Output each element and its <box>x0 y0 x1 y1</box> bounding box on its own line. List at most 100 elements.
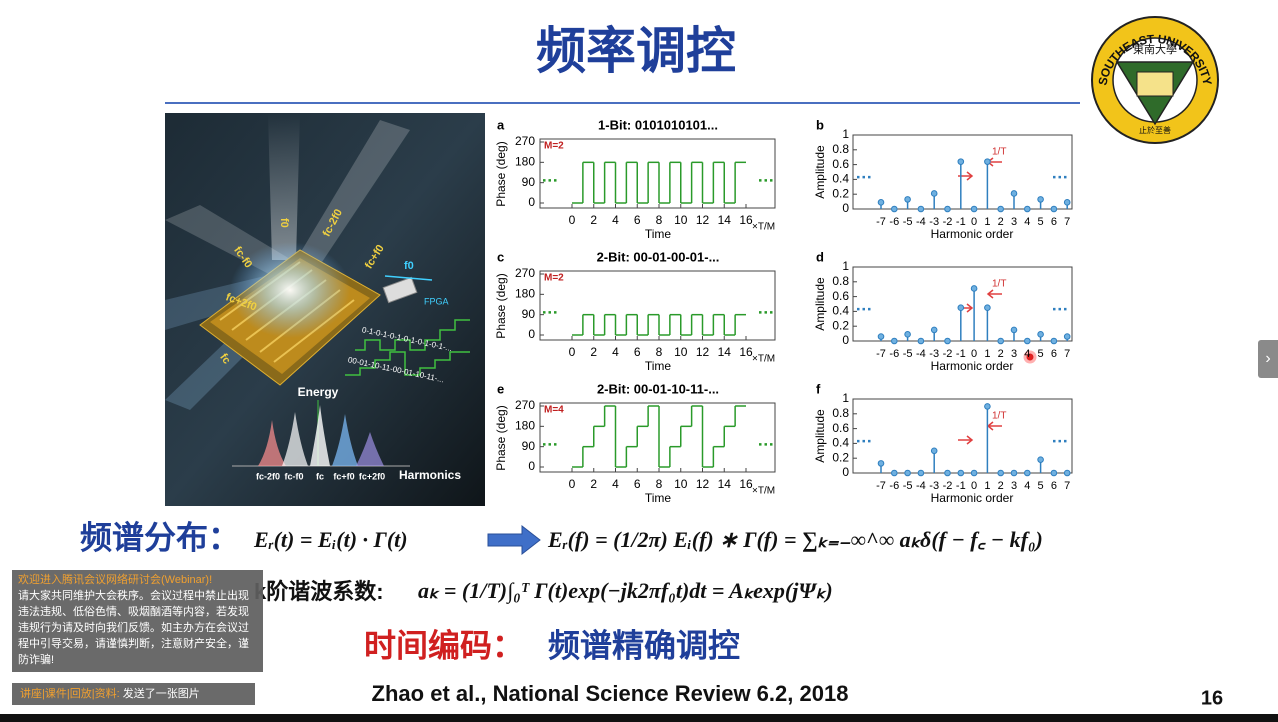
x-tick-label: -7 <box>876 480 886 492</box>
slide-title: 频率调控 <box>536 23 736 79</box>
stem-marker <box>930 326 938 334</box>
x-tick-label: -7 <box>876 348 886 360</box>
x-tick-label: 3 <box>1011 216 1017 228</box>
stem-marker <box>1050 337 1058 345</box>
stem-marker <box>984 304 991 312</box>
chat-text: 请大家共同维护大会秩序。会议过程中禁止出现违法违规、低俗色情、吸烟酗酒等内容，若… <box>18 590 249 666</box>
x-tick-label: 4 <box>612 345 619 359</box>
stem-marker <box>1010 326 1018 334</box>
metasurface-illustration <box>165 113 485 506</box>
y-axis-label: Amplitude <box>813 277 827 331</box>
x-tick-label: 4 <box>1024 348 1030 360</box>
next-page-button[interactable]: › <box>1258 340 1278 378</box>
stem-marker <box>891 205 898 213</box>
stem-marker <box>1037 331 1044 338</box>
stem-marker <box>997 337 1005 345</box>
x-tick-label: -6 <box>889 348 899 360</box>
panel-title: 2-Bit: 00-01-10-11-... <box>597 381 719 396</box>
panel-letter: f <box>816 381 821 396</box>
stem-marker <box>984 403 991 410</box>
annotation: 1/T <box>992 279 1006 290</box>
x-tick-label: 14 <box>718 477 732 491</box>
stem-marker <box>1024 337 1031 345</box>
annotation: 1/T <box>992 147 1006 158</box>
x-tick-label: 2 <box>590 345 597 359</box>
formula-time: Eᵣ(t) = Eᵢ(t) · Γ(t) <box>253 527 408 552</box>
y-axis-label: Phase (deg) <box>494 141 508 206</box>
x-tick-label: 5 <box>1038 216 1044 228</box>
x-tick-label: 7 <box>1064 216 1070 228</box>
red-arrow <box>958 157 1002 181</box>
x-unit: ×T/M <box>752 486 775 497</box>
panel-title: 2-Bit: 00-01-00-01-... <box>597 249 720 264</box>
x-tick-label: 5 <box>1038 348 1044 360</box>
panel-letter: c <box>497 249 504 264</box>
pointer <box>1023 350 1037 364</box>
y-axis-label: Phase (deg) <box>494 273 508 338</box>
chat-message[interactable]: 讲座|课件|回放|资料: 发送了一张图片 <box>12 683 255 705</box>
chat-sender: 讲座|课件|回放|资料: <box>20 688 120 700</box>
y-tick-label: 0.2 <box>832 318 849 332</box>
y-axis-label: Amplitude <box>813 409 827 463</box>
x-tick-label: 0 <box>971 216 977 228</box>
page-number: 16 <box>1201 687 1223 709</box>
x-tick-label: 6 <box>634 345 641 359</box>
y-tick-label: 90 <box>522 439 536 453</box>
x-tick-label: -1 <box>956 216 966 228</box>
stem-marker <box>957 469 965 477</box>
stem-marker <box>1050 205 1058 213</box>
x-tick-label: 5 <box>1038 480 1044 492</box>
x-tick-label: 10 <box>674 213 688 227</box>
harmonic-label: fc-2f0 <box>256 471 280 481</box>
y-tick-label: 0 <box>842 333 849 347</box>
x-tick-label: 6 <box>1051 480 1057 492</box>
red-arrow <box>958 289 1002 313</box>
harmonic-label: fc+2f0 <box>359 471 385 481</box>
y-tick-label: 180 <box>515 287 535 301</box>
harmonic-label: fc+f0 <box>333 471 354 481</box>
y-tick-label: 1 <box>842 259 849 273</box>
stem-marker <box>917 337 925 345</box>
stem-marker <box>1024 205 1031 213</box>
chat-notice: 欢迎进入腾讯会议网络研讨会(Webinar)! 请大家共同维护大会秩序。会议过程… <box>12 570 263 672</box>
stem-marker <box>1010 469 1018 477</box>
coefficient-label: k阶谐波系数: <box>254 579 384 604</box>
x-tick-label: 4 <box>612 477 619 491</box>
stem-marker <box>1063 469 1071 477</box>
x-tick-label: -1 <box>956 480 966 492</box>
annotation: 1/T <box>992 411 1006 422</box>
x-tick-label: -1 <box>956 348 966 360</box>
coefficient-formula: aₖ = (1/T)∫₀ᵀ Γ(t)exp(−jk2πf₀t)dt = Aₖex… <box>418 578 833 604</box>
chat-content: 发送了一张图片 <box>122 688 200 700</box>
x-tick-label: -5 <box>903 480 913 492</box>
stem-marker <box>944 205 951 213</box>
logo-motto: 止於至善 <box>1139 125 1171 135</box>
y-tick-label: 270 <box>515 266 535 280</box>
plot-frame <box>539 270 776 341</box>
x-tick-label: 10 <box>674 345 688 359</box>
y-axis-label: Amplitude <box>813 145 827 199</box>
x-tick-label: 2 <box>998 480 1004 492</box>
stem-marker <box>891 337 898 345</box>
x-tick-label: -2 <box>943 348 953 360</box>
x-tick-label: -3 <box>929 480 939 492</box>
harmonic-label: fc-f0 <box>284 471 303 481</box>
x-tick-label: 6 <box>1051 216 1057 228</box>
x-tick-label: 14 <box>718 345 732 359</box>
y-tick-label: 0.6 <box>832 157 849 171</box>
stem-marker <box>944 337 951 345</box>
y-tick-label: 0.8 <box>832 274 849 288</box>
x-tick-label: 0 <box>971 480 977 492</box>
x-tick-label: 16 <box>739 345 753 359</box>
panel-letter: b <box>816 117 824 132</box>
stem-marker <box>917 469 925 477</box>
x-tick-label: -5 <box>903 348 913 360</box>
stem-marker <box>904 469 911 477</box>
stem-marker <box>1037 196 1044 203</box>
stem-marker <box>1010 190 1018 197</box>
panel-letter: d <box>816 249 824 264</box>
x-axis-label: Harmonic order <box>931 491 1014 505</box>
x-tick-label: 12 <box>696 477 710 491</box>
stem-marker <box>957 304 965 312</box>
m-label: M=2 <box>544 141 564 152</box>
